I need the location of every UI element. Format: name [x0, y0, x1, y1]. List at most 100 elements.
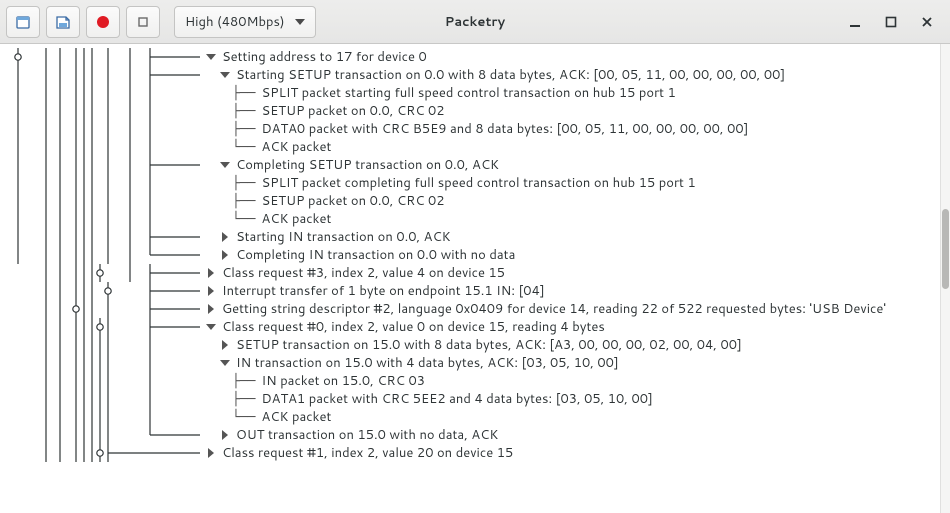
scrollbar-thumb[interactable]: [942, 209, 949, 289]
save-file-icon: [54, 13, 72, 31]
speed-dropdown[interactable]: High (480Mbps): [174, 6, 316, 38]
tree-row[interactable]: SETUP transaction on 15.0 with 8 data by…: [0, 336, 940, 354]
tree-gutter: [0, 336, 200, 354]
window-controls: [844, 0, 944, 43]
tree-row-text: SPLIT packet completing full speed contr…: [261, 174, 695, 192]
tree-row[interactable]: IN transaction on 15.0 with 4 data bytes…: [0, 354, 940, 372]
branch-glyph: └──: [232, 138, 255, 156]
scrollbar[interactable]: [940, 44, 950, 513]
tree-row-text: IN packet on 15.0, CRC 03: [261, 372, 424, 390]
tree-row[interactable]: Starting IN transaction on 0.0, ACK: [0, 228, 940, 246]
tree-row[interactable]: Completing SETUP transaction on 0.0, ACK: [0, 156, 940, 174]
main-area: Setting address to 17 for device 0Starti…: [0, 44, 950, 513]
tree-row-text: Class request #3, index 2, value 4 on de…: [222, 264, 505, 282]
titlebar: High (480Mbps) Packetry: [0, 0, 950, 44]
close-button[interactable]: [916, 11, 938, 33]
stop-icon: [134, 13, 152, 31]
save-file-button[interactable]: [46, 6, 80, 38]
branch-glyph: ├──: [232, 372, 255, 390]
tree-gutter: [0, 84, 200, 102]
tree-row[interactable]: Completing IN transaction on 0.0 with no…: [0, 246, 940, 264]
tree-gutter: [0, 156, 200, 174]
tree-row-text: IN transaction on 15.0 with 4 data bytes…: [236, 354, 619, 372]
tree-gutter: [0, 408, 200, 426]
tree-gutter: [0, 300, 200, 318]
tree-row[interactable]: ├── IN packet on 15.0, CRC 03: [0, 372, 940, 390]
tree-row[interactable]: ├── SPLIT packet completing full speed co…: [0, 174, 940, 192]
tree-gutter: [0, 102, 200, 120]
tree-row-text: Setting address to 17 for device 0: [222, 48, 427, 66]
tree-row[interactable]: Getting string descriptor #2, language 0…: [0, 300, 940, 318]
tree-gutter: [0, 228, 200, 246]
speed-dropdown-label: High (480Mbps): [185, 13, 285, 31]
tree-gutter: [0, 120, 200, 138]
disclosure-collapsed-icon[interactable]: [218, 230, 232, 244]
disclosure-collapsed-icon[interactable]: [218, 338, 232, 352]
tree-row-text: OUT transaction on 15.0 with no data, AC…: [236, 426, 498, 444]
tree-row[interactable]: ├──SETUP packet on 0.0, CRC 02: [0, 192, 940, 210]
tree-row-text: Getting string descriptor #2, language 0…: [222, 300, 886, 318]
tree-gutter: [0, 48, 200, 66]
tree-row[interactable]: └──ACK packet: [0, 408, 940, 426]
tree-row-text: Class request #0, index 2, value 0 on de…: [222, 318, 605, 336]
tree-row-text: SPLIT packet starting full speed control…: [261, 84, 675, 102]
tree-row-text: Class request #1, index 2, value 20 on d…: [222, 444, 513, 462]
tree-row-text: DATA1 packet with CRC 5EE2 and 4 data by…: [261, 390, 652, 408]
tree-row[interactable]: Starting SETUP transaction on 0.0 with 8…: [0, 66, 940, 84]
branch-glyph: ├──: [232, 390, 255, 408]
tree-row[interactable]: Class request #0, index 2, value 0 on de…: [0, 318, 940, 336]
tree-gutter: [0, 354, 200, 372]
tree-row-text: DATA0 packet with CRC B5E9 and 8 data by…: [261, 120, 748, 138]
maximize-button[interactable]: [880, 11, 902, 33]
tree-row[interactable]: ├──DATA0 packet with CRC B5E9 and 8 data…: [0, 120, 940, 138]
close-icon: [921, 16, 933, 28]
tree-row[interactable]: └── ACK packet: [0, 138, 940, 156]
tree-gutter: [0, 444, 200, 462]
tree-gutter: [0, 66, 200, 84]
disclosure-expanded-icon[interactable]: [218, 356, 232, 370]
disclosure-expanded-icon[interactable]: [218, 68, 232, 82]
tree-row-text: Completing IN transaction on 0.0 with no…: [236, 246, 515, 264]
disclosure-collapsed-icon[interactable]: [204, 302, 218, 316]
tree-row[interactable]: Interrupt transfer of 1 byte on endpoint…: [0, 282, 940, 300]
tree-row[interactable]: ├── SPLIT packet starting full speed cont…: [0, 84, 940, 102]
open-file-button[interactable]: [6, 6, 40, 38]
tree-gutter: [0, 246, 200, 264]
record-button[interactable]: [86, 6, 120, 38]
disclosure-expanded-icon[interactable]: [204, 320, 218, 334]
tree-gutter: [0, 426, 200, 444]
tree-row-text: ACK packet: [261, 210, 331, 228]
packet-tree[interactable]: Setting address to 17 for device 0Starti…: [0, 44, 940, 513]
minimize-button[interactable]: [844, 11, 866, 33]
branch-glyph: ├──: [232, 84, 255, 102]
tree-gutter: [0, 390, 200, 408]
disclosure-collapsed-icon[interactable]: [204, 284, 218, 298]
tree-row[interactable]: Setting address to 17 for device 0: [0, 48, 940, 66]
tree-row[interactable]: └── ACK packet: [0, 210, 940, 228]
record-icon: [94, 13, 112, 31]
tree-row-text: SETUP transaction on 15.0 with 8 data by…: [236, 336, 742, 354]
minimize-icon: [849, 16, 861, 28]
tree-row[interactable]: Class request #1, index 2, value 20 on d…: [0, 444, 940, 462]
branch-glyph: └──: [232, 408, 255, 426]
tree-row[interactable]: ├── DATA1 packet with CRC 5EE2 and 4 data…: [0, 390, 940, 408]
tree-row-text: Completing SETUP transaction on 0.0, ACK: [236, 156, 499, 174]
disclosure-expanded-icon[interactable]: [218, 158, 232, 172]
stop-button[interactable]: [126, 6, 160, 38]
branch-glyph: ├──: [232, 102, 255, 120]
disclosure-collapsed-icon[interactable]: [218, 248, 232, 262]
toolbar-left: High (480Mbps): [6, 6, 316, 38]
tree-gutter: [0, 174, 200, 192]
tree-row[interactable]: OUT transaction on 15.0 with no data, AC…: [0, 426, 940, 444]
disclosure-collapsed-icon[interactable]: [204, 266, 218, 280]
disclosure-collapsed-icon[interactable]: [204, 446, 218, 460]
tree-row-text: ACK packet: [261, 138, 331, 156]
tree-row[interactable]: ├──SETUP packet on 0.0, CRC 02: [0, 102, 940, 120]
chevron-down-icon: [295, 19, 305, 25]
disclosure-expanded-icon[interactable]: [204, 50, 218, 64]
disclosure-collapsed-icon[interactable]: [218, 428, 232, 442]
tree-row[interactable]: Class request #3, index 2, value 4 on de…: [0, 264, 940, 282]
branch-glyph: └──: [232, 210, 255, 228]
tree-gutter: [0, 372, 200, 390]
branch-glyph: ├──: [232, 174, 255, 192]
